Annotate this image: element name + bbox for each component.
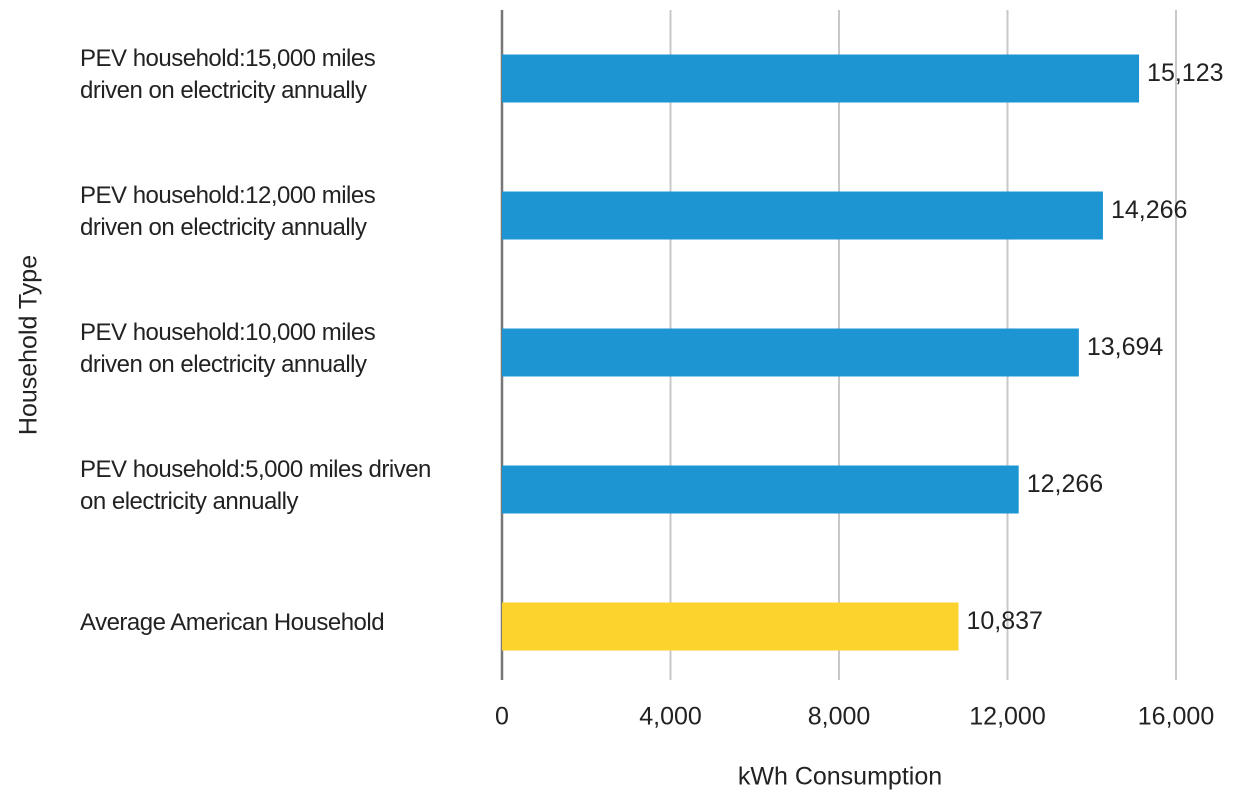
y-axis-label: Household Type bbox=[15, 255, 43, 435]
bar bbox=[502, 465, 1019, 514]
value-label: 15,123 bbox=[1147, 59, 1223, 87]
x-tick-label: 12,000 bbox=[969, 703, 1045, 731]
value-label: 13,694 bbox=[1087, 333, 1164, 361]
x-axis-label: kWh Consumption bbox=[738, 763, 942, 791]
value-label: 12,266 bbox=[1027, 470, 1103, 498]
y-tick-label: PEV household:10,000 miles driven on ele… bbox=[80, 318, 376, 378]
y-tick-label: PEV household:12,000 miles driven on ele… bbox=[80, 181, 376, 241]
y-tick-label: PEV household:5,000 miles driven on elec… bbox=[80, 455, 431, 515]
bar bbox=[502, 54, 1140, 103]
x-tick-label: 0 bbox=[495, 703, 509, 731]
bar bbox=[502, 602, 959, 651]
value-label: 10,837 bbox=[967, 607, 1043, 635]
x-tick-label: 16,000 bbox=[1138, 703, 1214, 731]
x-tick-label: 4,000 bbox=[639, 703, 702, 731]
x-tick-label: 8,000 bbox=[808, 703, 871, 731]
y-tick-label: PEV household:15,000 miles driven on ele… bbox=[80, 44, 376, 104]
value-label: 14,266 bbox=[1111, 196, 1187, 224]
bar bbox=[502, 328, 1079, 377]
bar bbox=[502, 191, 1103, 240]
y-tick-label: Average American Household bbox=[80, 608, 385, 636]
